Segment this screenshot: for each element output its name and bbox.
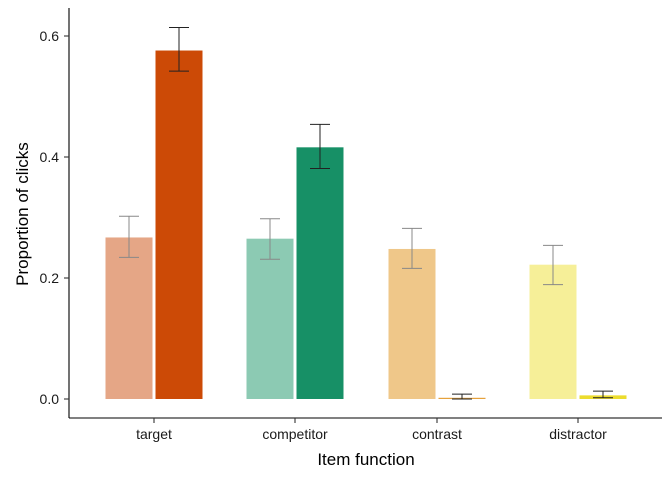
y-tick-label: 0.6 [40,28,60,44]
error-bar-target-series1 [119,215,139,258]
x-tick-label-target: target [136,426,172,442]
x-tick-label-distractor: distractor [549,426,607,442]
error-bar-distractor-series2 [593,390,613,399]
bar-distractor-series1 [529,264,577,399]
error-bar-contrast-series1 [402,227,422,269]
error-bar-target-series2 [169,27,189,72]
x-ticks-group: target competitor contrast distractor [136,418,607,442]
bar-contrast-series1 [388,248,436,399]
error-bar-competitor-series1 [260,218,280,260]
bar-competitor-series2 [296,147,344,399]
bars-group [105,50,627,400]
x-axis-title: Item function [317,450,414,469]
bar-target-series2 [155,50,203,400]
error-bar-distractor-series1 [543,244,563,286]
x-tick-label-competitor: competitor [262,426,328,442]
bar-target-series1 [105,237,153,399]
y-tick-label: 0.0 [40,391,60,407]
y-ticks-group: 0.0 0.2 0.4 0.6 [40,28,69,407]
x-tick-label-contrast: contrast [412,426,462,442]
error-bars-group [119,27,613,400]
y-axis-title: Proportion of clicks [13,142,32,286]
bar-competitor-series1 [246,238,294,399]
y-tick-label: 0.4 [40,149,60,165]
y-tick-label: 0.2 [40,270,60,286]
error-bar-competitor-series2 [310,123,330,169]
error-bar-contrast-series2 [452,393,472,400]
